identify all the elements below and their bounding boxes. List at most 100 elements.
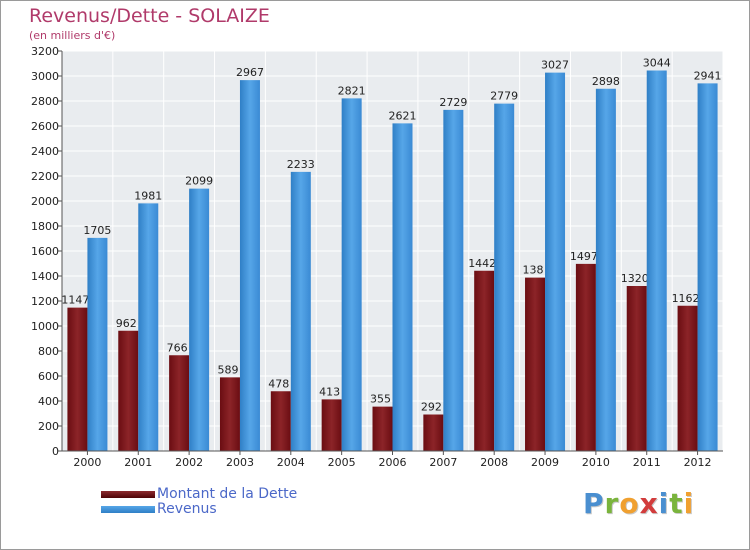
data-label-revenus: 2233 (287, 158, 315, 171)
bar-revenus (239, 80, 260, 451)
bar-dette (321, 399, 342, 451)
data-label-dette: 1320 (621, 272, 649, 285)
logo-letter: t (669, 487, 684, 520)
bar-dette (474, 270, 495, 451)
data-label-dette: 355 (370, 393, 391, 406)
data-label-dette: 138 (523, 264, 544, 277)
data-label-revenus: 1981 (134, 189, 162, 202)
y-tick-label: 2400 (31, 145, 59, 158)
data-label-dette: 478 (268, 377, 289, 390)
data-label-revenus: 2621 (389, 109, 417, 122)
logo-letter: P (583, 487, 605, 520)
data-label-dette: 1442 (468, 257, 496, 270)
x-tick-label: 2008 (480, 456, 508, 469)
bar-revenus (189, 188, 210, 451)
data-label-revenus: 3044 (643, 57, 671, 70)
y-tick-label: 2000 (31, 195, 59, 208)
bar-revenus (646, 70, 667, 451)
bar-dette (219, 377, 240, 451)
y-tick-label: 2600 (31, 120, 59, 133)
x-tick-label: 2001 (124, 456, 152, 469)
y-tick-label: 1200 (31, 295, 59, 308)
bar-revenus (443, 109, 464, 451)
x-tick-label: 2004 (277, 456, 305, 469)
bar-revenus (494, 103, 515, 451)
bar-revenus (290, 171, 311, 451)
y-tick-label: 2800 (31, 95, 59, 108)
bar-revenus (697, 83, 718, 451)
data-label-dette: 1162 (672, 292, 700, 305)
bar-dette (677, 305, 698, 451)
data-label-dette: 1497 (570, 250, 598, 263)
data-label-dette: 413 (319, 385, 340, 398)
y-tick-label: 400 (38, 395, 59, 408)
data-label-revenus: 2779 (490, 90, 518, 103)
data-label-dette: 1147 (61, 294, 89, 307)
data-label-revenus: 2967 (236, 66, 264, 79)
bar-dette (423, 414, 444, 451)
data-label-revenus: 2099 (185, 175, 213, 188)
x-tick-label: 2007 (429, 456, 457, 469)
legend-label-revenus: Revenus (157, 501, 217, 517)
logo-letter: i (683, 487, 695, 520)
y-tick-label: 1800 (31, 220, 59, 233)
bar-dette (270, 391, 291, 451)
data-label-revenus: 1705 (83, 224, 111, 237)
chart-subtitle: (en milliers d'€) (29, 29, 116, 42)
logo-letter: x (639, 487, 659, 520)
data-label-dette: 766 (167, 341, 188, 354)
bar-revenus (341, 98, 362, 451)
bar-dette (525, 277, 546, 451)
y-tick-label: 3000 (31, 70, 59, 83)
proxiti-logo: Proxiti (583, 487, 694, 520)
bar-dette (626, 286, 647, 451)
x-tick-label: 2010 (582, 456, 610, 469)
x-tick-label: 2005 (328, 456, 356, 469)
bar-revenus (595, 88, 616, 451)
y-tick-label: 1600 (31, 245, 59, 258)
data-label-revenus: 3027 (541, 59, 569, 72)
bar-dette (575, 263, 596, 451)
legend-swatch-revenus (101, 506, 155, 513)
bar-dette (372, 406, 393, 451)
y-tick-label: 2200 (31, 170, 59, 183)
logo-letter: r (604, 487, 620, 520)
y-tick-label: 1400 (31, 270, 59, 283)
data-label-revenus: 2821 (338, 84, 366, 97)
logo-letter: o (619, 487, 640, 520)
y-tick-label: 3200 (31, 45, 59, 58)
data-label-dette: 589 (217, 363, 238, 376)
data-label-dette: 292 (421, 401, 442, 414)
bar-dette (169, 355, 190, 451)
y-tick-label: 0 (52, 445, 59, 458)
x-tick-label: 2012 (684, 456, 712, 469)
chart-title: Revenus/Dette - SOLAIZE (29, 5, 270, 27)
bar-revenus (545, 72, 566, 451)
x-tick-label: 2011 (633, 456, 661, 469)
bar-dette (118, 330, 139, 451)
x-tick-label: 2000 (73, 456, 101, 469)
bar-revenus (392, 123, 413, 451)
legend-label-debt: Montant de la Dette (157, 486, 298, 502)
axis-layer: 0 200 400 600 800 1000 1200 1400 1600 1800 2000 220… (31, 45, 723, 469)
data-label-revenus: 2941 (694, 69, 722, 82)
data-label-revenus: 2729 (439, 96, 467, 109)
bar-dette (67, 307, 88, 451)
y-tick-label: 600 (38, 370, 59, 383)
x-tick-label: 2006 (379, 456, 407, 469)
y-tick-label: 1000 (31, 320, 59, 333)
bar-revenus (138, 203, 159, 451)
data-label-dette: 962 (116, 317, 137, 330)
legend-swatch-debt (101, 491, 155, 498)
bars-layer: 1147 1705 962 1981 766 2099 589 2967 478 2233 413 2… (61, 57, 722, 451)
x-tick-label: 2003 (226, 456, 254, 469)
y-tick-label: 800 (38, 345, 59, 358)
data-label-revenus: 2898 (592, 75, 620, 88)
logo-letter: i (658, 487, 670, 520)
x-tick-label: 2002 (175, 456, 203, 469)
bar-revenus (87, 237, 108, 451)
y-tick-label: 200 (38, 420, 59, 433)
x-tick-label: 2009 (531, 456, 559, 469)
